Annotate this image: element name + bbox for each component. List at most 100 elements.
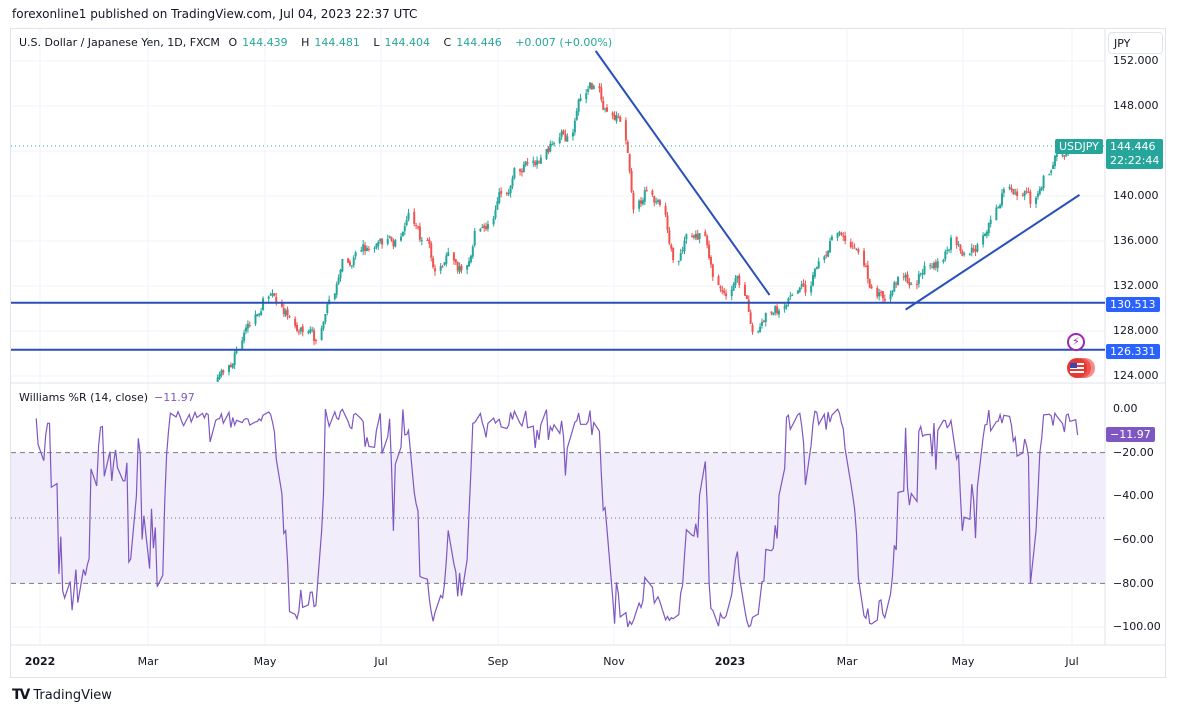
candle (311, 329, 314, 331)
candle (485, 226, 488, 230)
candle (851, 245, 854, 247)
candle (248, 325, 251, 327)
indicator-tick: −40.00 (1113, 489, 1154, 502)
candle (825, 254, 828, 256)
candle (301, 326, 304, 333)
candle (704, 231, 707, 237)
candle (188, 425, 190, 431)
candle (770, 311, 773, 314)
candle (341, 259, 344, 272)
candle (407, 212, 410, 220)
currency-button[interactable]: JPY (1108, 32, 1163, 54)
close-value: 144.446 (456, 36, 502, 49)
candle (787, 298, 790, 304)
candle (696, 233, 699, 240)
candle (592, 85, 595, 90)
time-tick: Mar (836, 655, 858, 668)
candle (1014, 192, 1017, 194)
candle (381, 238, 384, 245)
candle (458, 266, 461, 272)
time-tick: Sep (487, 655, 509, 668)
indicator-legend[interactable]: Williams %R (14, close) −11.97 (19, 391, 195, 404)
candle (963, 253, 966, 255)
candle (590, 83, 593, 90)
candle (365, 247, 368, 252)
candle (948, 249, 951, 251)
candle (441, 266, 444, 268)
publish-info: forexonline1 published on TradingView.co… (12, 7, 418, 21)
candle (577, 99, 580, 112)
candle (760, 322, 763, 326)
candle (218, 374, 221, 380)
candle (757, 331, 760, 333)
price-tick: 152.000 (1113, 54, 1159, 67)
candle (337, 277, 340, 284)
symbol-legend: U.S. Dollar / Japanese Yen, 1D, FXCM O 14… (19, 36, 617, 49)
candle (481, 227, 484, 229)
candle (598, 86, 601, 89)
candle (891, 290, 894, 295)
candle (452, 252, 455, 261)
candle (335, 284, 338, 295)
candle (196, 397, 198, 400)
candle (641, 200, 644, 205)
candle (399, 236, 402, 241)
candle (231, 364, 234, 368)
candle (7, 492, 9, 497)
candle (428, 239, 431, 244)
candle (617, 116, 620, 118)
candle (870, 286, 873, 289)
candle (1042, 175, 1045, 189)
candle (626, 141, 629, 153)
candle (804, 284, 807, 293)
tradingview-logo[interactable]: TV TradingView (12, 687, 112, 703)
candle (522, 164, 525, 173)
candle (322, 321, 325, 329)
trendline (905, 194, 1081, 311)
candle (1053, 155, 1056, 167)
us-flag-icon[interactable] (1067, 358, 1087, 378)
candle (571, 132, 574, 137)
candle (968, 253, 971, 255)
candle (379, 238, 382, 242)
candle (868, 279, 871, 288)
candle (326, 304, 329, 314)
candle (1061, 154, 1064, 156)
candle (743, 284, 746, 296)
last-price: 144.446 (1110, 140, 1156, 153)
candle (460, 265, 463, 271)
candle (350, 265, 353, 267)
candle (798, 287, 801, 292)
candle (507, 192, 510, 195)
candle (857, 249, 860, 253)
candle (413, 211, 416, 225)
candle (762, 320, 765, 322)
candle (1035, 197, 1038, 204)
candle (855, 249, 858, 251)
candle (579, 98, 582, 101)
candle (1025, 191, 1028, 193)
candle (944, 251, 947, 260)
price-tick: 136.000 (1113, 234, 1159, 247)
candle (258, 313, 261, 315)
indicator-band-fill (11, 452, 1105, 584)
candle (513, 167, 516, 179)
candle (789, 295, 792, 297)
candle (842, 235, 845, 237)
candle (997, 207, 1000, 209)
candle (215, 386, 217, 391)
candle (246, 323, 249, 329)
candle (181, 430, 183, 435)
candle (995, 207, 998, 221)
candle (392, 240, 395, 247)
candle (853, 247, 856, 249)
time-tick: 2022 (24, 655, 56, 668)
chart-frame (10, 28, 1166, 678)
candle (838, 232, 841, 234)
candle (352, 257, 355, 266)
candle (566, 136, 569, 142)
indicator-tick: −20.00 (1113, 446, 1154, 459)
lightning-icon[interactable]: ⚡ (1067, 333, 1085, 351)
candle (604, 108, 607, 110)
